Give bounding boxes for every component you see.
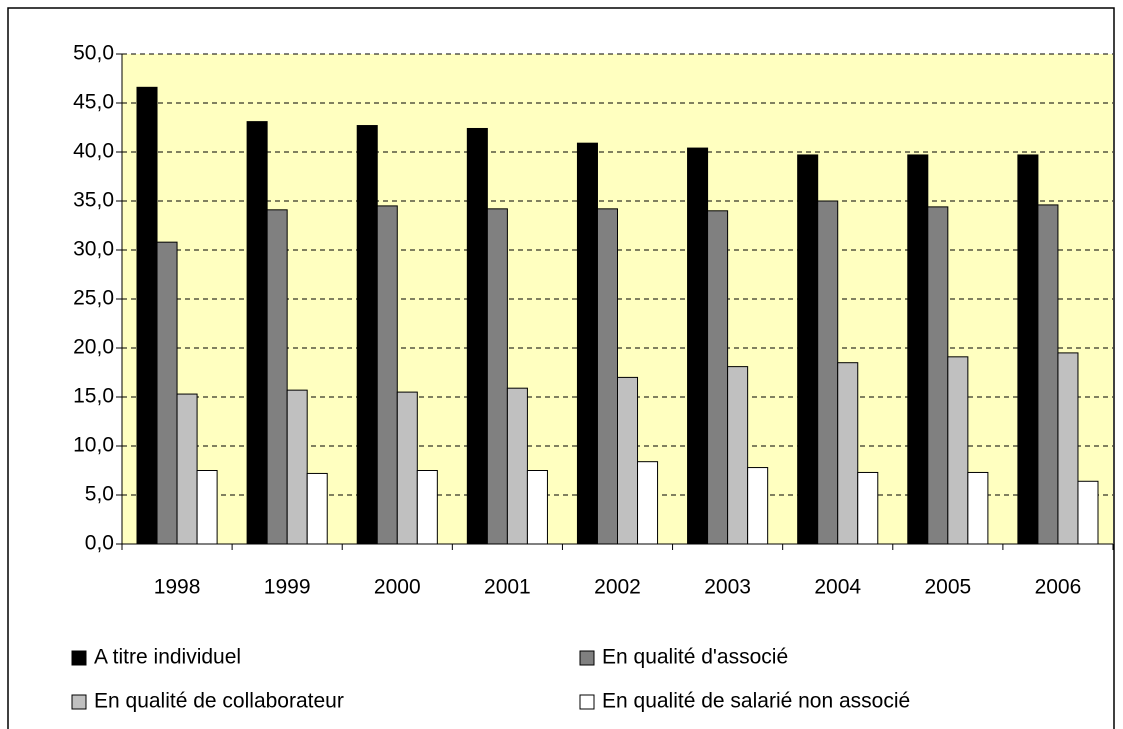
bar (857, 471, 879, 545)
y-tick-label: 20,0 (73, 336, 114, 359)
x-tick-label: 1999 (264, 576, 311, 599)
bar (486, 208, 508, 545)
y-tick-label: 50,0 (73, 42, 114, 65)
bar (687, 147, 709, 545)
x-tick-label: 2003 (704, 576, 751, 599)
bar (837, 362, 859, 545)
bar (727, 366, 749, 545)
bar (707, 210, 729, 545)
legend-swatch (71, 694, 87, 710)
bar (286, 389, 308, 545)
bar (246, 121, 268, 545)
bar (907, 154, 929, 545)
bar (526, 470, 548, 545)
bar (797, 154, 819, 545)
y-tick-label: 0,0 (85, 532, 114, 555)
legend-label: En qualité de salarié non associé (602, 690, 910, 713)
bar (196, 470, 218, 545)
legend-swatch (71, 650, 87, 666)
bar (466, 127, 488, 545)
bar (136, 86, 158, 545)
x-tick-label: 2002 (594, 576, 641, 599)
bar (376, 205, 398, 545)
x-tick-label: 2000 (374, 576, 421, 599)
bar (617, 376, 639, 545)
x-tick-label: 2001 (484, 576, 531, 599)
bar (266, 209, 288, 545)
y-tick-label: 35,0 (73, 189, 114, 212)
bar (927, 206, 949, 545)
y-tick-label: 25,0 (73, 287, 114, 310)
y-tick-label: 45,0 (73, 91, 114, 114)
bar (747, 467, 769, 545)
bar (967, 471, 989, 545)
bar (306, 472, 328, 545)
x-tick-label: 2005 (924, 576, 971, 599)
bar (596, 208, 619, 545)
bar (1077, 480, 1099, 545)
bar (176, 393, 198, 545)
y-tick-label: 10,0 (73, 434, 114, 457)
legend-label: En qualité d'associé (602, 646, 788, 669)
x-tick-label: 1998 (154, 576, 201, 599)
bar (396, 391, 418, 545)
bar (576, 142, 598, 545)
x-tick-label: 2006 (1035, 576, 1082, 599)
bar (1037, 204, 1059, 545)
y-tick-label: 30,0 (73, 238, 114, 261)
legend-swatch (579, 650, 595, 666)
legend-label: A titre individuel (94, 646, 241, 669)
bar (156, 241, 178, 545)
bar (506, 387, 528, 545)
bar (947, 356, 969, 545)
bar (1057, 352, 1079, 545)
bar (356, 125, 378, 545)
legend-label: En qualité de collaborateur (94, 690, 344, 713)
bar (817, 200, 839, 545)
y-tick-label: 40,0 (73, 140, 114, 163)
legend-swatch (579, 694, 595, 710)
y-tick-label: 15,0 (73, 385, 114, 408)
y-tick-label: 5,0 (85, 483, 114, 506)
bar (637, 461, 659, 545)
bar (416, 470, 438, 545)
bar (1017, 154, 1039, 545)
x-tick-label: 2004 (814, 576, 861, 599)
